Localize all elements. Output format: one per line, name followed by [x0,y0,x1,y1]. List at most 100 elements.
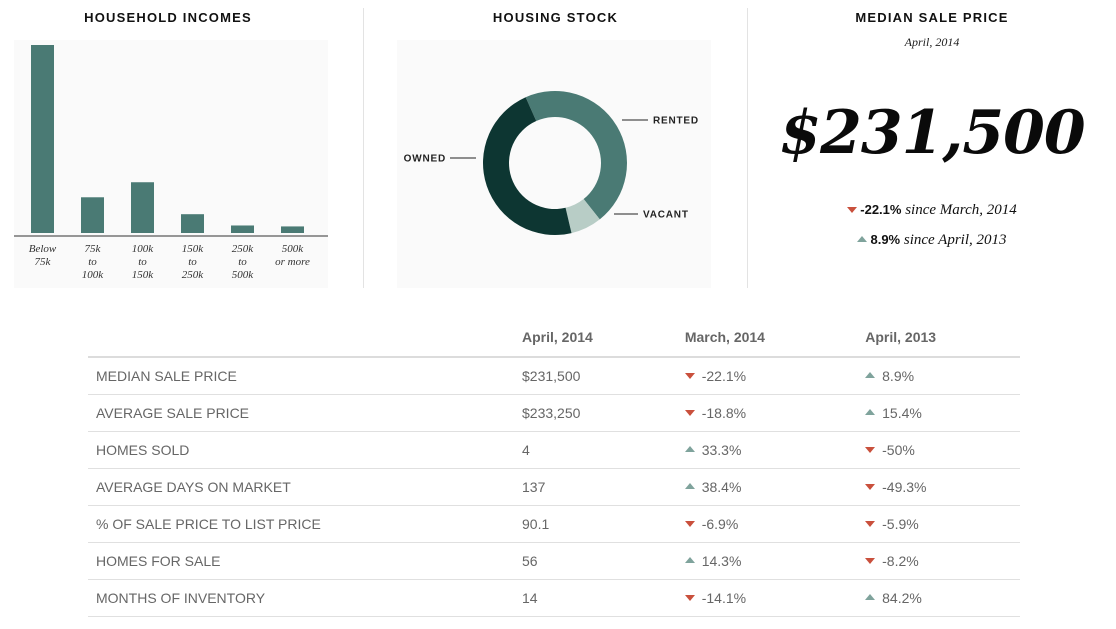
metric-name: AVERAGE DAYS ON MARKET [88,468,523,506]
march-change-value: 38.4% [701,479,742,495]
down-arrow-icon [865,558,876,565]
up-arrow-icon [684,557,695,564]
march-change: -18.8% [684,394,866,432]
change-since-march: -22.1% since March, 2014 [748,202,1116,219]
current-value-value: $231,500 [522,368,581,384]
change-since-april: 8.9% since April, 2013 [748,232,1116,249]
housing-stock-title: HOUSING STOCK [492,10,619,25]
x-tick-label: 75k [85,243,102,255]
current-value-value: 56 [522,553,538,569]
x-tick-label: 500k [282,243,305,255]
table-header-row: April, 2014 March, 2014 April, 2013 [88,318,1020,358]
metric-name: AVERAGE SALE PRICE [88,394,523,432]
down-arrow-icon [684,521,695,528]
up-arrow-icon [857,235,868,242]
slice-owned [483,97,572,235]
year-change: 8.9% [865,357,1020,395]
x-tick-label: to [138,256,147,268]
march-change: 14.3% [684,542,866,580]
household-incomes-title: HOUSEHOLD INCOMES [84,10,252,25]
header-april-2014: April, 2014 [522,318,685,358]
change-since-april-label: since April, 2013 [900,232,1007,248]
metric-name-value: HOMES FOR SALE [96,553,221,569]
x-tick-label: 150k [182,243,205,255]
up-arrow-icon [865,594,876,601]
march-change: -14.1% [684,579,866,617]
up-arrow-icon [865,372,876,379]
march-change-value: -22.1% [701,368,747,384]
x-tick-label: 500k [232,269,255,281]
x-tick-label: 250k [232,243,255,255]
march-change-value: -6.9% [701,516,739,532]
median-sale-price-panel: MEDIAN SALE PRICE April, 2014 $231,500 -… [748,0,1116,290]
x-tick-label: 100k [82,269,105,281]
march-change: -6.9% [684,505,866,543]
median-price: $231,500 [779,98,1085,168]
divider [363,8,364,288]
bar-4 [231,225,254,233]
x-tick-label: 100k [132,243,155,255]
down-arrow-icon [865,484,876,491]
bar-2 [131,182,154,233]
median-subtitle: April, 2014 [904,35,960,49]
change-since-april-value: 8.9% [870,232,901,247]
march-change-value: -14.1% [701,590,747,606]
x-tick-label: Below [29,243,57,255]
metric-name-value: AVERAGE DAYS ON MARKET [96,479,291,495]
down-arrow-icon [684,373,695,380]
year-change: -49.3% [865,468,1020,506]
change-since-march-value: -22.1% [860,202,902,217]
housing-stock-panel: HOUSING STOCK RENTED VACANT OWNED [364,0,747,290]
current-value-value: 137 [522,479,546,495]
march-change-value: 14.3% [701,553,742,569]
year-change-value: -49.3% [882,479,927,495]
x-tick-label: 150k [132,269,155,281]
metric-name: MONTHS OF INVENTORY [88,579,523,617]
year-change: -5.9% [865,505,1020,543]
metric-name-value: % OF SALE PRICE TO LIST PRICE [96,516,321,532]
up-arrow-icon [684,446,695,453]
year-change: -8.2% [865,542,1020,580]
year-change-value: 8.9% [882,368,915,384]
x-tick-label: 75k [35,256,52,268]
bar-5 [281,226,304,233]
household-chart-bg [14,40,328,288]
divider [747,8,748,288]
current-value: 4 [522,431,685,469]
march-change: -22.1% [684,357,866,395]
header-march-2014: March, 2014 [684,318,866,358]
metric-name-value: HOMES SOLD [96,442,190,458]
metric-name: HOMES SOLD [88,431,523,469]
household-incomes-chart: Below75k75kto100k100kto150k150kto250k250… [14,45,328,281]
year-change: -50% [865,431,1020,469]
table-row: HOMES SOLD 4 33.3% -50% [88,431,1020,469]
x-tick-label: 250k [182,269,205,281]
up-arrow-icon [865,409,876,416]
table-row: AVERAGE DAYS ON MARKET 137 38.4% -49.3% [88,468,1020,506]
metric-name: % OF SALE PRICE TO LIST PRICE [88,505,523,543]
table-row: % OF SALE PRICE TO LIST PRICE 90.1 -6.9% … [88,505,1020,543]
slice-label-owned: OWNED [404,154,446,165]
year-change-value: 15.4% [882,405,922,421]
metric-name-value: MEDIAN SALE PRICE [96,368,237,384]
bar-1 [81,197,104,233]
down-arrow-icon [865,521,876,528]
slice-label-vacant: VACANT [643,210,689,221]
down-arrow-icon [865,447,876,454]
up-arrow-icon [684,483,695,490]
slice-vacant [565,199,600,234]
metric-name: MEDIAN SALE PRICE [88,357,523,395]
housing-stock-chart: RENTED VACANT OWNED [404,91,698,235]
current-value: 14 [522,579,685,617]
march-change: 33.3% [684,431,866,469]
metric-name-value: MONTHS OF INVENTORY [96,590,266,606]
year-change-value: -8.2% [882,553,919,569]
slice-rented [525,91,627,220]
table-row: MONTHS OF INVENTORY 14 -14.1% 84.2% [88,579,1020,617]
header-april-2013: April, 2013 [865,318,1020,358]
current-value-value: $233,250 [522,405,581,421]
bar-3 [181,214,204,233]
market-stats-table: April, 2014 March, 2014 April, 2013 MEDI… [88,318,1020,617]
table-row: MEDIAN SALE PRICE $231,500 -22.1% 8.9% [88,357,1020,395]
current-value-value: 90.1 [522,516,550,532]
